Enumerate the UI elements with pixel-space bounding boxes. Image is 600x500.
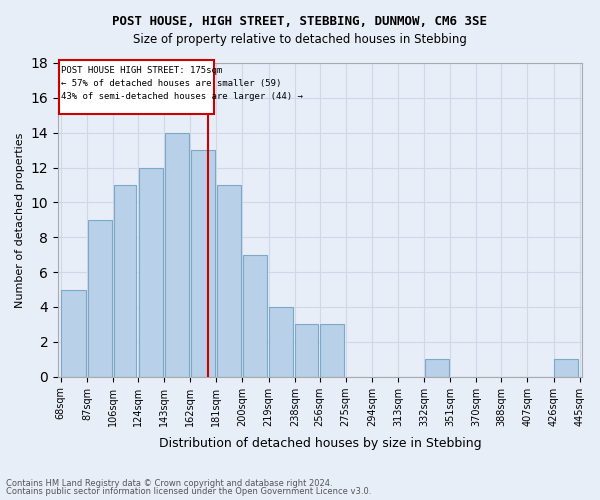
X-axis label: Distribution of detached houses by size in Stebbing: Distribution of detached houses by size … — [159, 437, 482, 450]
Bar — [88, 220, 112, 376]
Text: Contains public sector information licensed under the Open Government Licence v3: Contains public sector information licen… — [6, 487, 371, 496]
Bar — [320, 324, 344, 376]
Text: Size of property relative to detached houses in Stebbing: Size of property relative to detached ho… — [133, 32, 467, 46]
Bar — [61, 290, 86, 376]
Text: POST HOUSE, HIGH STREET, STEBBING, DUNMOW, CM6 3SE: POST HOUSE, HIGH STREET, STEBBING, DUNMO… — [113, 15, 487, 28]
Text: Contains HM Land Registry data © Crown copyright and database right 2024.: Contains HM Land Registry data © Crown c… — [6, 478, 332, 488]
Bar — [243, 254, 267, 376]
Bar — [295, 324, 318, 376]
Bar — [554, 359, 578, 376]
Bar — [114, 185, 136, 376]
Text: ← 57% of detached houses are smaller (59): ← 57% of detached houses are smaller (59… — [61, 78, 282, 88]
Text: 43% of semi-detached houses are larger (44) →: 43% of semi-detached houses are larger (… — [61, 92, 304, 101]
Bar — [217, 185, 241, 376]
Y-axis label: Number of detached properties: Number of detached properties — [15, 132, 25, 308]
Text: POST HOUSE HIGH STREET: 175sqm: POST HOUSE HIGH STREET: 175sqm — [61, 66, 223, 74]
Bar — [269, 307, 293, 376]
Bar — [191, 150, 215, 376]
Bar — [139, 168, 163, 376]
Bar — [164, 132, 189, 376]
Bar — [425, 359, 449, 376]
FancyBboxPatch shape — [59, 60, 214, 114]
